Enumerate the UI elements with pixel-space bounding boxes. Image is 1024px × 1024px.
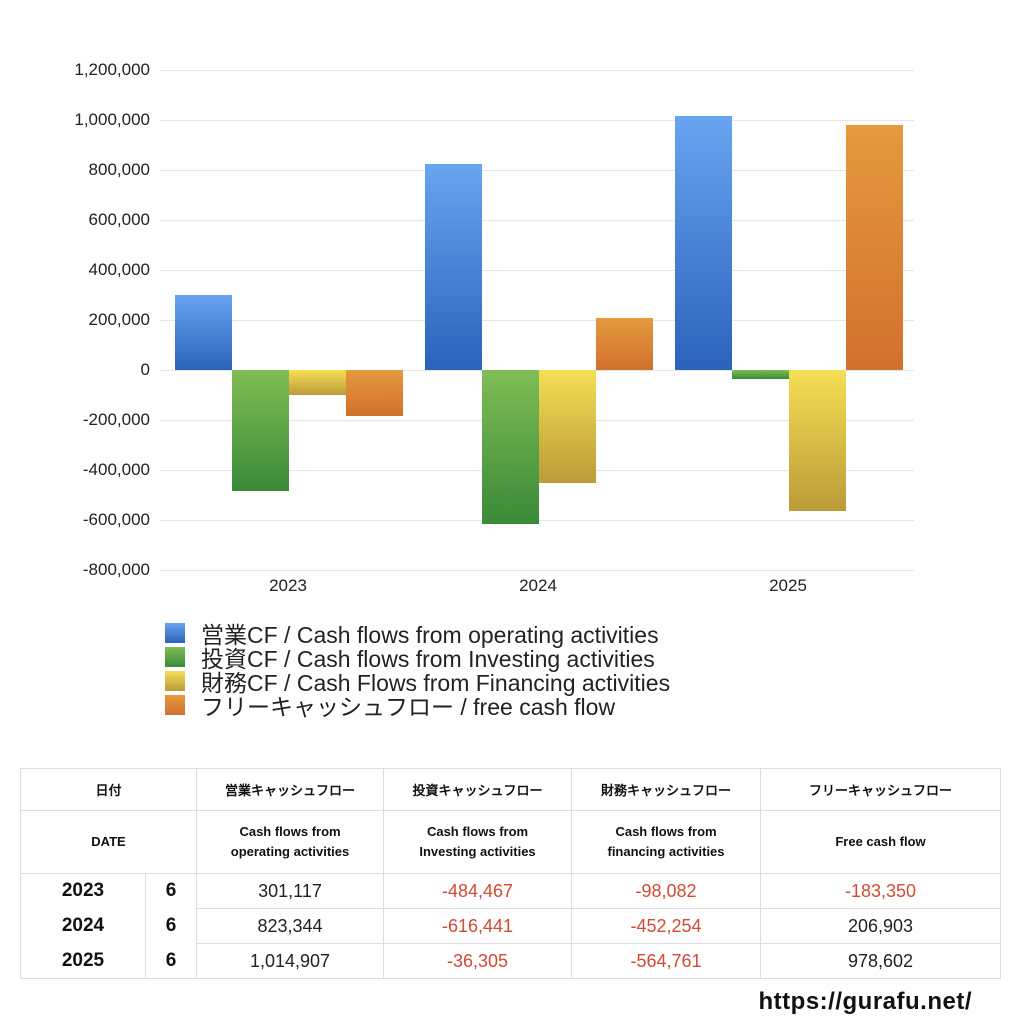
y-tick-label: 0 (140, 360, 150, 379)
legend-item-operating: 営業CF / Cash flows from operating activit… (165, 621, 670, 648)
gridline (160, 70, 914, 71)
free-cell: 206,903 (760, 908, 1002, 944)
table-header-row-en: DATE Cash flows from operating activities… (19, 810, 1002, 874)
x-tick-label: 2025 (769, 576, 807, 595)
header-financing-jp: 財務キャッシュフロー (571, 768, 762, 811)
financing-cell: -564,761 (571, 943, 762, 979)
legend-swatch-orange-icon (165, 695, 185, 715)
cash-flow-table: 日付 営業キャッシュフロー 投資キャッシュフロー 財務キャッシュフロー フリーキ… (19, 768, 1002, 979)
legend-swatch-green-icon (165, 647, 185, 667)
year-cell: 2024 (20, 908, 146, 944)
operating-cell: 823,344 (196, 908, 385, 944)
legend-label: 投資CF / Cash flows from Investing activit… (201, 646, 655, 672)
month-cell: 6 (144, 873, 198, 909)
legend-item-financing: 財務CF / Cash Flows from Financing activit… (165, 669, 670, 696)
month-cell: 6 (144, 908, 198, 944)
cash-flow-bar-chart: 1,200,000 1,000,000 800,000 600,000 400,000 2… (74, 60, 914, 595)
legend-label: フリーキャッシュフロー / free cash flow (201, 694, 616, 720)
y-tick-label: 400,000 (88, 260, 150, 279)
header-free-jp: フリーキャッシュフロー (760, 768, 1002, 811)
bar-2024-series-1 (482, 370, 539, 525)
financing-cell: -452,254 (571, 908, 762, 944)
bar-2023-series-2 (289, 370, 346, 395)
investing-cell: -616,441 (383, 908, 573, 944)
legend-swatch-blue-icon (165, 623, 185, 643)
investing-cell: -484,467 (383, 873, 573, 909)
gridline (160, 120, 914, 121)
y-tick-label: 800,000 (88, 160, 150, 179)
header-investing-en: Cash flows from Investing activities (383, 810, 573, 874)
y-tick-label: -600,000 (82, 510, 150, 529)
header-operating-jp: 営業キャッシュフロー (196, 768, 385, 811)
y-tick-label: 1,000,000 (74, 110, 150, 129)
free-cell: 978,602 (760, 943, 1002, 979)
header-operating-en: Cash flows from operating activities (196, 810, 385, 874)
gridline (160, 270, 914, 271)
table-header-row-jp: 日付 営業キャッシュフロー 投資キャッシュフロー 財務キャッシュフロー フリーキ… (19, 768, 1002, 811)
header-financing-en: Cash flows from financing activities (571, 810, 762, 874)
gridline (160, 220, 914, 221)
bar-2024-series-3 (596, 318, 653, 370)
y-tick-label: -200,000 (82, 410, 150, 429)
bar-2025-series-0 (675, 116, 732, 370)
financing-cell: -98,082 (571, 873, 762, 909)
table-row: 2024 6 823,344 -616,441 -452,254 206,903 (20, 908, 1002, 944)
bar-2025-series-2 (789, 370, 846, 512)
legend-item-investing: 投資CF / Cash flows from Investing activit… (165, 645, 670, 672)
y-tick-label: 200,000 (88, 310, 150, 329)
gridline (160, 170, 914, 171)
gridline (160, 570, 914, 571)
gridline (160, 320, 914, 321)
header-date-jp: 日付 (19, 768, 198, 811)
y-tick-label: 600,000 (88, 210, 150, 229)
header-investing-jp: 投資キャッシュフロー (383, 768, 573, 811)
table-row: 2023 6 301,117 -484,467 -98,082 -183,350 (20, 873, 1002, 909)
bar-2024-series-0 (425, 164, 482, 370)
bar-2023-series-3 (346, 370, 403, 416)
x-tick-label: 2023 (269, 576, 307, 595)
free-cell: -183,350 (760, 873, 1002, 909)
y-tick-label: 1,200,000 (74, 60, 150, 79)
bar-2024-series-2 (539, 370, 596, 484)
operating-cell: 301,117 (196, 873, 385, 909)
legend-label: 財務CF / Cash Flows from Financing activit… (201, 670, 671, 696)
bar-2023-series-0 (175, 294, 232, 370)
bar-2025-series-1 (732, 370, 789, 380)
operating-cell: 1,014,907 (196, 943, 385, 979)
table-row: 2025 6 1,014,907 -36,305 -564,761 978,60… (20, 943, 1002, 979)
year-cell: 2023 (20, 873, 146, 909)
y-tick-label: -400,000 (82, 460, 150, 479)
x-tick-label: 2024 (519, 576, 557, 595)
bar-2023-series-1 (232, 370, 289, 492)
legend-item-free: フリーキャッシュフロー / free cash flow (165, 693, 670, 720)
header-date-en: DATE (19, 810, 198, 874)
chart-legend: 営業CF / Cash flows from operating activit… (165, 621, 670, 720)
year-cell: 2025 (20, 943, 146, 979)
site-url-link[interactable]: https://gurafu.net/ (758, 988, 972, 1015)
investing-cell: -36,305 (383, 943, 573, 979)
bar-2025-series-3 (846, 125, 903, 370)
y-tick-label: -800,000 (82, 560, 150, 579)
header-free-en: Free cash flow (760, 810, 1002, 874)
legend-label: 営業CF / Cash flows from operating activit… (201, 622, 659, 648)
month-cell: 6 (144, 943, 198, 979)
legend-swatch-yellow-icon (165, 671, 185, 691)
